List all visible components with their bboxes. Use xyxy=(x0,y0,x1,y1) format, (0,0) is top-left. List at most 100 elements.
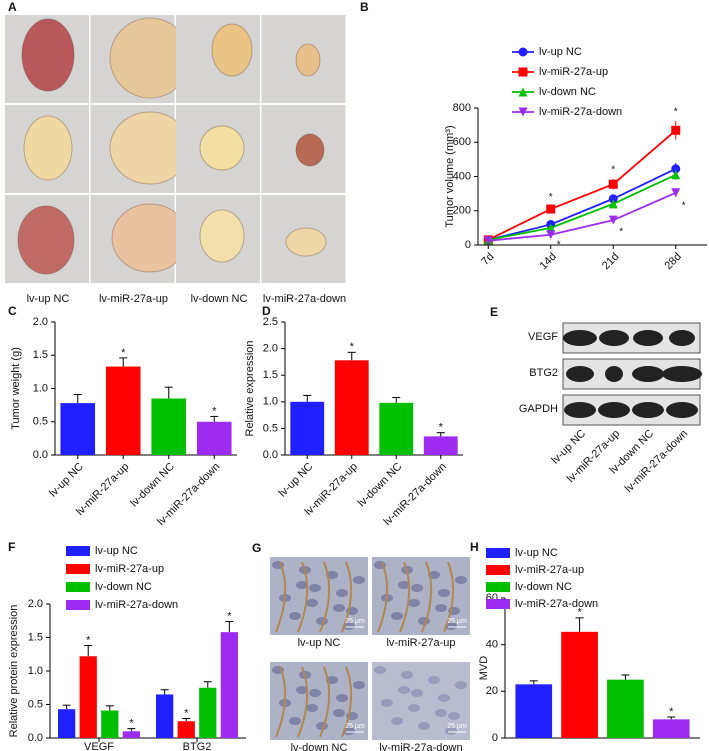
bar xyxy=(515,684,553,738)
scale-bar-label: 25 μm xyxy=(447,618,467,625)
x-tick-label: lv-up NC xyxy=(47,461,86,500)
y-tick-label: 2.0 xyxy=(33,316,48,328)
significance: * xyxy=(674,106,678,117)
ihc-stain xyxy=(341,666,353,738)
legend-label: lv-miR-27a-up xyxy=(515,564,584,576)
ihc-cell xyxy=(391,717,403,725)
legend-label: lv-down NC xyxy=(95,581,152,593)
y-tick-label: 200 xyxy=(453,205,471,217)
ihc-cell xyxy=(435,709,447,717)
x-tick-label: BTG2 xyxy=(183,741,212,751)
y-tick-label: 0 xyxy=(465,239,471,251)
scale-bar-label: 25 μm xyxy=(345,618,365,625)
ihc-cell xyxy=(336,694,348,702)
ihc-cell xyxy=(353,576,365,584)
legend-label: lv-down NC xyxy=(515,581,572,593)
legend-swatch xyxy=(486,548,510,558)
y-tick-label: 0 xyxy=(492,732,498,744)
ihc-cell xyxy=(455,681,467,689)
significance: * xyxy=(549,192,553,203)
ihc-cell xyxy=(289,717,301,725)
y-tick-label: 0.5 xyxy=(28,698,43,710)
tumor xyxy=(295,43,321,77)
point xyxy=(608,194,618,204)
ihc-cell xyxy=(296,686,308,694)
ihc-cell xyxy=(418,722,430,730)
photo-label: lv-miR-27a-down xyxy=(263,293,346,305)
y-tick-label: 0.5 xyxy=(33,416,48,428)
x-tick-label: VEGF xyxy=(84,741,114,751)
x-tick-label: 21d xyxy=(600,251,621,272)
ihc-cell xyxy=(306,599,318,607)
ihc-stain xyxy=(319,666,331,738)
ihc-stain xyxy=(297,561,309,633)
significance: * xyxy=(557,240,561,251)
ihc-label: lv-miR-27a-down xyxy=(379,742,462,751)
blot-band xyxy=(666,402,698,418)
y-tick-label: 0.0 xyxy=(28,732,43,744)
ihc-label: lv-miR-27a-up xyxy=(386,637,455,649)
bar xyxy=(177,721,195,738)
tumor xyxy=(17,205,75,275)
tumor xyxy=(199,125,245,171)
significance: * xyxy=(184,707,189,719)
tumor xyxy=(285,227,327,257)
point xyxy=(671,188,681,198)
y-tick-label: 1.0 xyxy=(28,665,43,677)
legend-label: lv-miR-27a-down xyxy=(515,598,598,610)
scale-bar-label: 25 μm xyxy=(345,723,365,730)
y-tick-label: 1.5 xyxy=(28,631,43,643)
y-axis-label: Tumor volume (mm³) xyxy=(444,125,456,227)
bar xyxy=(561,631,598,738)
legend-swatch xyxy=(486,582,510,592)
legend-label: lv-up NC xyxy=(95,545,138,557)
tumor xyxy=(23,115,73,181)
significance: * xyxy=(212,405,217,417)
ihc-cell xyxy=(398,686,410,694)
bar xyxy=(334,360,369,455)
point xyxy=(518,87,528,97)
panel-letter: B xyxy=(360,0,369,14)
point xyxy=(518,67,528,77)
blot-band xyxy=(564,402,596,418)
legend-swatch xyxy=(66,564,90,574)
point xyxy=(608,179,618,189)
legend-label: lv-miR-27a-down xyxy=(95,599,178,611)
ihc-cell xyxy=(401,671,413,679)
significance: * xyxy=(227,610,232,622)
legend-label: lv-down NC xyxy=(539,86,596,98)
series-line xyxy=(488,173,677,241)
ihc-cell xyxy=(289,612,301,620)
y-tick-label: 40 xyxy=(486,639,498,651)
blot-band xyxy=(662,366,702,382)
scale-bar-label: 25 μm xyxy=(447,723,467,730)
legend-label: lv-miR-27a-up xyxy=(539,66,608,78)
blot-band xyxy=(566,366,594,382)
bar xyxy=(105,366,141,455)
ihc-cell xyxy=(333,604,345,612)
blot-band xyxy=(633,330,663,346)
series-line xyxy=(487,129,677,241)
y-tick-label: 800 xyxy=(453,102,471,114)
blot-band xyxy=(632,402,664,418)
x-tick-label: 7d xyxy=(479,251,496,268)
y-axis-label: Tumor weight (g) xyxy=(10,347,22,430)
y-tick-label: 0.5 xyxy=(263,422,278,434)
ihc-cell xyxy=(333,709,345,717)
legend-label: lv-up NC xyxy=(515,547,558,559)
ihc-cell xyxy=(309,584,321,592)
ihc-cell xyxy=(309,689,321,697)
ihc-label: lv-up NC xyxy=(298,637,341,649)
point xyxy=(608,215,618,225)
panel-letter: F xyxy=(8,540,15,554)
ihc-stain xyxy=(421,561,433,633)
bar xyxy=(199,687,217,738)
legend-label: lv-miR-27a-up xyxy=(95,563,164,575)
legend-swatch xyxy=(66,582,90,592)
ihc-cell xyxy=(391,612,403,620)
ihc-cell xyxy=(411,584,423,592)
significance: * xyxy=(121,347,126,359)
series-line xyxy=(488,167,677,241)
significance: * xyxy=(350,341,355,353)
